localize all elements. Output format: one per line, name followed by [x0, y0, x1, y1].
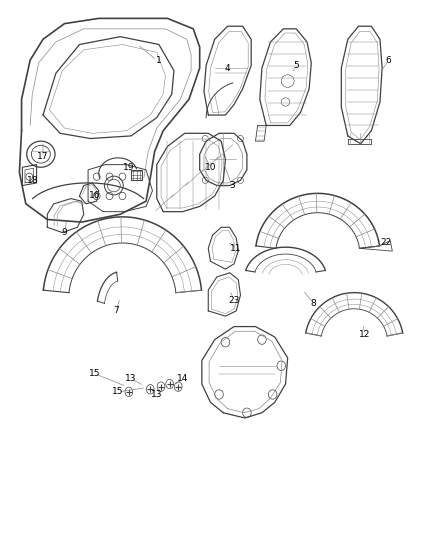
Text: 23: 23 [228, 296, 240, 305]
Text: 11: 11 [230, 244, 242, 253]
Text: 6: 6 [386, 55, 392, 64]
Text: 13: 13 [151, 390, 162, 399]
Text: 12: 12 [359, 330, 371, 339]
Text: 14: 14 [177, 374, 188, 383]
Text: 1: 1 [156, 55, 162, 64]
Text: 3: 3 [229, 181, 235, 190]
Text: 13: 13 [125, 374, 137, 383]
Text: 16: 16 [89, 191, 100, 200]
Text: 8: 8 [311, 298, 316, 308]
Text: 22: 22 [381, 238, 392, 247]
Text: 15: 15 [113, 387, 124, 397]
Text: 10: 10 [205, 163, 216, 172]
Text: 4: 4 [225, 63, 230, 72]
Text: 9: 9 [62, 228, 67, 237]
Text: 18: 18 [27, 176, 38, 185]
Text: 19: 19 [123, 163, 134, 172]
Text: 5: 5 [293, 61, 299, 70]
Text: 17: 17 [37, 152, 49, 161]
Text: 7: 7 [113, 306, 119, 316]
Text: 15: 15 [89, 369, 100, 378]
